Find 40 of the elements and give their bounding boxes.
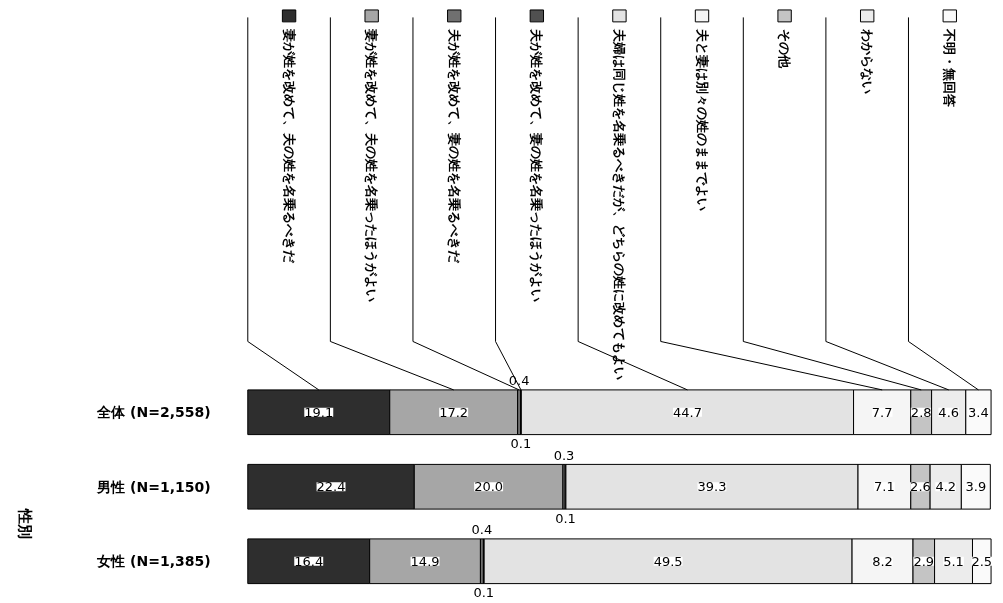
data-label: 2.5 <box>971 553 993 569</box>
data-label: 2.6 <box>910 479 931 495</box>
legend-label: 不明・無回答 <box>942 27 958 107</box>
y-tick-label: 全体 (N=2,558) <box>96 404 211 421</box>
data-label: 5.1 <box>943 553 964 569</box>
data-label: 19.1 <box>304 404 334 420</box>
data-label: 20.0 <box>474 479 504 495</box>
data-label: 4.2 <box>935 479 957 495</box>
text: 性別 <box>15 508 34 539</box>
data-label: 2.9 <box>913 553 935 569</box>
data-label: 0.4 <box>471 522 493 538</box>
data-label: 0.1 <box>473 585 495 601</box>
data-label: 2.8 <box>910 404 932 420</box>
data-label: 0.4 <box>508 373 530 389</box>
legend-label: 夫が姓を改めて、妻の姓を名乗るべきだ <box>446 27 462 264</box>
data-label: 4.6 <box>938 404 960 420</box>
legend-label: わからない <box>859 27 875 94</box>
legend-label: 妻が姓を改めて、夫の姓を名乗るべきだ <box>281 27 297 264</box>
data-label: 3.9 <box>965 479 987 495</box>
data-label: 16.4 <box>294 553 324 569</box>
data-label: 17.2 <box>439 404 469 420</box>
y-tick-label: 男性 (N=1,150) <box>96 478 211 495</box>
legend-label: 妻が姓を改めて、夫の姓を名乗ったほうがよい <box>364 27 380 302</box>
data-label: 3.4 <box>968 404 989 420</box>
data-label: 39.3 <box>697 479 727 495</box>
data-label: 7.7 <box>871 404 893 420</box>
data-label: 0.1 <box>510 436 532 452</box>
legend-label: 夫婦は同じ姓を名乗るべきだが、どちらの姓に改めてもよい <box>611 27 627 380</box>
legend-label: その他 <box>777 28 793 69</box>
data-label: 7.1 <box>874 479 895 495</box>
legend-label: 夫が姓を改めて、妻の姓を名乗ったほうがよい <box>529 27 545 302</box>
data-label: 8.2 <box>872 553 893 569</box>
data-label: 49.5 <box>653 553 683 569</box>
data-label: 0.1 <box>555 510 576 526</box>
data-label: 14.9 <box>410 553 440 569</box>
data-label: 44.7 <box>672 404 702 420</box>
data-label: 22.4 <box>316 479 346 495</box>
data-label: 0.3 <box>553 447 575 463</box>
y-tick-label: 女性 (N=1,385) <box>96 553 211 570</box>
legend-label: 夫と妻は別々の姓のままでよい <box>694 27 710 211</box>
